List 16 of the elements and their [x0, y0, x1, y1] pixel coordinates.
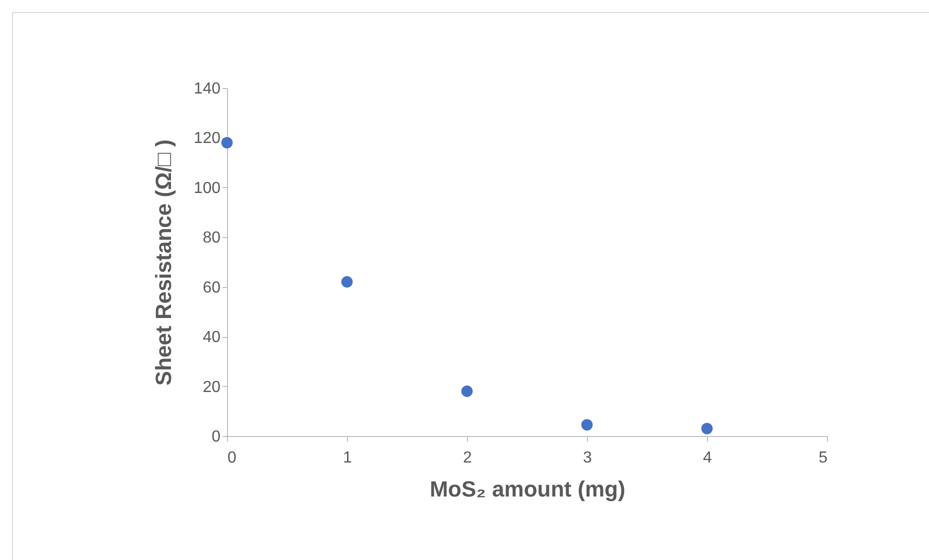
x-tick-label: 0 — [228, 450, 236, 466]
x-tick-label: 2 — [463, 450, 472, 466]
x-axis-title: MoS₂ amount (mg) — [430, 476, 626, 502]
y-tick-label: 60 — [202, 279, 221, 296]
y-tick-label: 120 — [194, 130, 221, 148]
y-tick-label: 20 — [202, 378, 221, 396]
y-axis-title: Sheet Resistance (Ω/□ ) — [150, 139, 176, 386]
x-tick-label: 1 — [343, 450, 352, 466]
y-tick-label: 140 — [194, 80, 221, 98]
y-tick-label: 100 — [194, 180, 221, 197]
x-tick-label: 3 — [583, 450, 592, 466]
x-tick-label: 5 — [818, 450, 828, 466]
y-tick-label: 40 — [202, 329, 221, 346]
y-tick-label: 0 — [212, 428, 221, 446]
x-tick-label: 4 — [703, 450, 712, 466]
y-tick-label: 80 — [202, 230, 221, 247]
